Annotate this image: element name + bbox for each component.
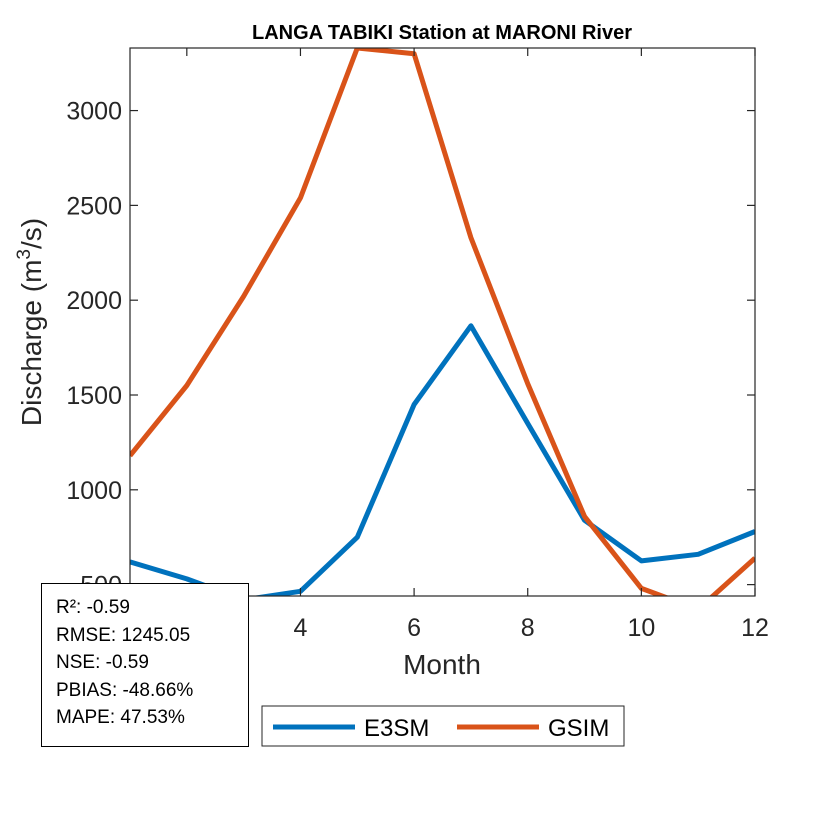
x-axis-label: Month — [403, 649, 481, 680]
statistics-box: R²: -0.59 RMSE: 1245.05 NSE: -0.59 PBIAS… — [41, 583, 249, 747]
series-line-gsim — [130, 48, 755, 596]
x-tick-label: 10 — [627, 614, 655, 642]
x-tick-label: 4 — [294, 614, 308, 642]
y-tick-label: 2500 — [66, 192, 122, 220]
stat-mape: MAPE: 47.53% — [56, 707, 185, 728]
x-tick-label: 8 — [521, 614, 535, 642]
stat-rmse: RMSE: 1245.05 — [56, 624, 191, 646]
series-line-e3sm — [130, 323, 755, 596]
y-tick-label: 2000 — [66, 287, 122, 315]
stat-r2: R²: -0.59 — [56, 597, 130, 618]
legend: E3SM GSIM — [261, 705, 625, 747]
y-tick-label: 1000 — [66, 477, 122, 505]
legend-label-gsim: GSIM — [548, 715, 609, 742]
legend-label-e3sm: E3SM — [364, 715, 429, 742]
plot-area-frame — [129, 47, 756, 597]
chart-title: LANGA TABIKI Station at MARONI River — [252, 22, 632, 44]
y-tick-label: 1500 — [66, 382, 122, 410]
y-axis-label: Discharge (m3/s) — [14, 218, 47, 426]
stat-pbias: PBIAS: -48.66% — [56, 679, 194, 701]
x-tick-label: 6 — [407, 614, 421, 642]
x-tick-label: 12 — [741, 614, 769, 642]
y-tick-label: 3000 — [66, 98, 122, 126]
stat-nse: NSE: -0.59 — [56, 652, 149, 673]
